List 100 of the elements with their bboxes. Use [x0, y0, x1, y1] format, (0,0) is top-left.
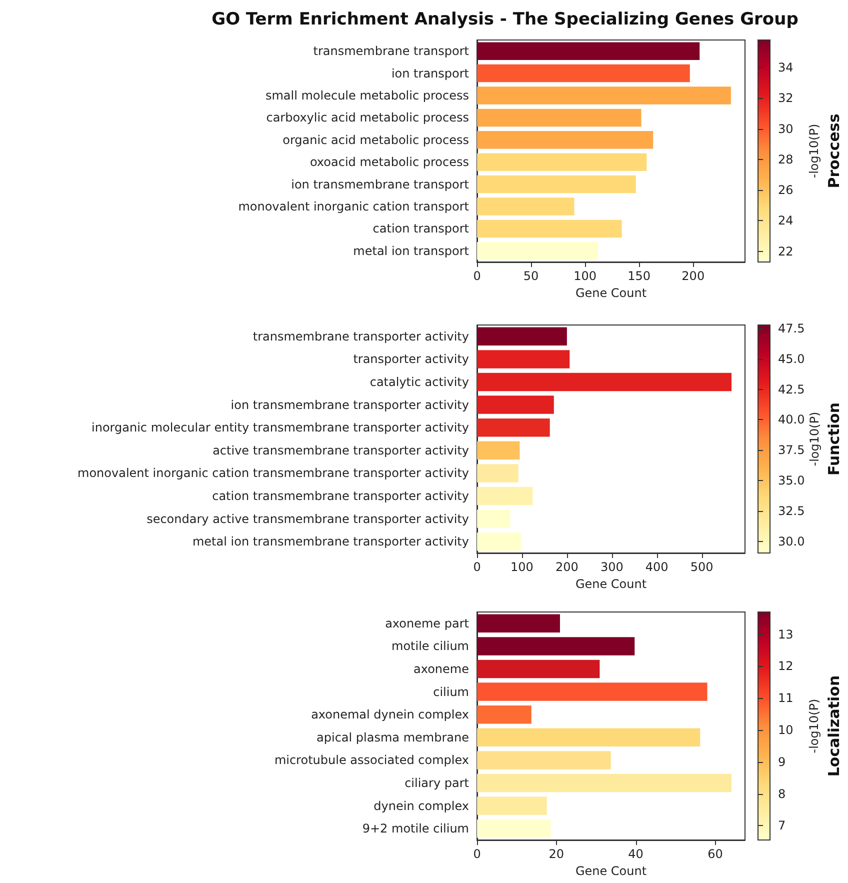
- color-bar-label: 13: [778, 627, 794, 642]
- bar: [477, 327, 567, 346]
- y-axis-title: Proccess: [825, 114, 843, 188]
- color-bar-label: 26: [778, 183, 794, 198]
- bar: [477, 464, 518, 482]
- y-tick-label: inorganic molecular entity transmembrane transporter activity: [92, 420, 469, 435]
- x-tick-label: 150: [628, 269, 651, 283]
- x-tick-label: 100: [510, 560, 534, 574]
- color-bar-label: 9: [778, 754, 786, 769]
- color-bar-label: 24: [778, 214, 794, 228]
- bar: [477, 372, 732, 392]
- color-bar-label: 30.0: [778, 534, 805, 549]
- bar: [477, 486, 533, 506]
- bar: [477, 660, 600, 678]
- color-bar-label: 28: [778, 152, 794, 166]
- color-bar-label: 45.0: [778, 352, 805, 366]
- x-tick-label: 0: [473, 560, 481, 574]
- color-bar-label: 32: [778, 91, 794, 106]
- color-bar-label: 30: [778, 122, 794, 136]
- color-bar-label: 8: [778, 786, 786, 801]
- x-tick-label: 500: [690, 560, 714, 574]
- bar: [477, 220, 622, 238]
- color-bar-label: 10: [778, 722, 794, 737]
- y-tick-label: axoneme: [414, 662, 469, 676]
- y-tick-label: apical plasma membrane: [316, 730, 469, 744]
- x-tick-label: 20: [548, 847, 564, 861]
- color-bar-label: 32.5: [778, 504, 805, 518]
- bar: [477, 819, 551, 838]
- y-tick-label: metal ion transmembrane transporter activity: [192, 534, 469, 549]
- bar: [477, 64, 690, 82]
- y-tick-label: oxoacid metabolic process: [310, 155, 469, 170]
- x-axis-title: Gene Count: [575, 864, 647, 878]
- x-tick-label: 300: [600, 560, 624, 574]
- color-bar-label: 42.5: [778, 382, 805, 396]
- bar: [477, 175, 636, 194]
- bar: [477, 108, 642, 127]
- color-bar-title: -log10(P): [807, 124, 821, 178]
- y-axis-title: Localization: [825, 675, 843, 777]
- bar: [477, 153, 647, 171]
- bar: [477, 42, 700, 60]
- y-tick-label: dynein complex: [374, 798, 469, 813]
- bar: [477, 418, 550, 437]
- bar: [477, 441, 520, 460]
- color-bar-label: 34: [778, 60, 794, 75]
- y-tick-label: ion transmembrane transport: [291, 177, 470, 192]
- bar: [477, 532, 522, 551]
- y-tick-label: catalytic activity: [370, 375, 469, 389]
- y-tick-label: secondary active transmembrane transporter activity: [146, 512, 469, 526]
- color-bar-title: -log10(P): [807, 698, 821, 754]
- color-bar-label: 12: [778, 659, 794, 674]
- color-bar-label: 47.5: [778, 321, 805, 336]
- bar: [477, 751, 611, 770]
- x-tick-label: 50: [523, 269, 539, 283]
- bar: [477, 728, 700, 747]
- y-tick-label: axonemal dynein complex: [311, 708, 469, 722]
- color-bar-label: 40.0: [778, 412, 805, 427]
- y-tick-label: cation transmembrane transporter activity: [212, 489, 469, 503]
- y-tick-label: motile cilium: [392, 639, 469, 654]
- bar: [477, 774, 732, 792]
- bar: [477, 131, 654, 149]
- chart-title: GO Term Enrichment Analysis - The Specializing Genes Group: [212, 10, 798, 30]
- y-tick-label: cation transport: [372, 222, 470, 236]
- x-tick-label: 60: [708, 847, 723, 861]
- x-tick-label: 0: [473, 847, 481, 861]
- bar: [477, 796, 547, 815]
- y-tick-label: transporter activity: [353, 352, 469, 366]
- y-tick-label: ion transmembrane transporter activity: [230, 398, 469, 412]
- y-tick-label: axoneme part: [385, 616, 470, 630]
- color-bar-label: 11: [778, 691, 794, 706]
- bar: [477, 637, 635, 656]
- y-tick-label: monovalent inorganic cation transport: [238, 200, 470, 214]
- y-tick-label: carboxylic acid metabolic process: [266, 110, 469, 125]
- y-tick-label: metal ion transport: [353, 244, 470, 258]
- bar: [477, 396, 554, 414]
- y-tick-label: small molecule metabolic process: [265, 88, 469, 102]
- bar: [477, 198, 574, 216]
- y-tick-label: cilium: [433, 684, 469, 699]
- x-tick-label: 40: [628, 847, 644, 861]
- bar: [477, 350, 570, 368]
- y-tick-label: transmembrane transport: [313, 44, 470, 58]
- color-bar-title: -log10(P): [808, 412, 822, 466]
- y-axis-title: Function: [825, 402, 843, 476]
- color-bar-label: 7: [778, 818, 786, 833]
- x-axis-title: Gene Count: [575, 576, 647, 591]
- y-tick-label: 9+2 motile cilium: [362, 822, 469, 836]
- color-bar-label: 35.0: [778, 474, 805, 488]
- x-tick-label: 400: [645, 560, 668, 574]
- bar: [477, 86, 731, 104]
- bar: [477, 510, 510, 528]
- y-tick-label: active transmembrane transporter activity: [212, 443, 469, 458]
- bar: [477, 614, 560, 633]
- y-tick-label: transmembrane transporter activity: [252, 329, 469, 344]
- x-tick-label: 200: [555, 560, 578, 574]
- color-bar-label: 22: [778, 244, 794, 258]
- bar: [477, 682, 708, 701]
- x-tick-label: 0: [473, 269, 481, 283]
- bar: [477, 242, 598, 260]
- y-tick-label: monovalent inorganic cation transmembrane transporter activity: [78, 466, 469, 480]
- y-tick-label: organic acid metabolic process: [282, 132, 469, 147]
- y-tick-label: microtubule associated complex: [274, 753, 469, 768]
